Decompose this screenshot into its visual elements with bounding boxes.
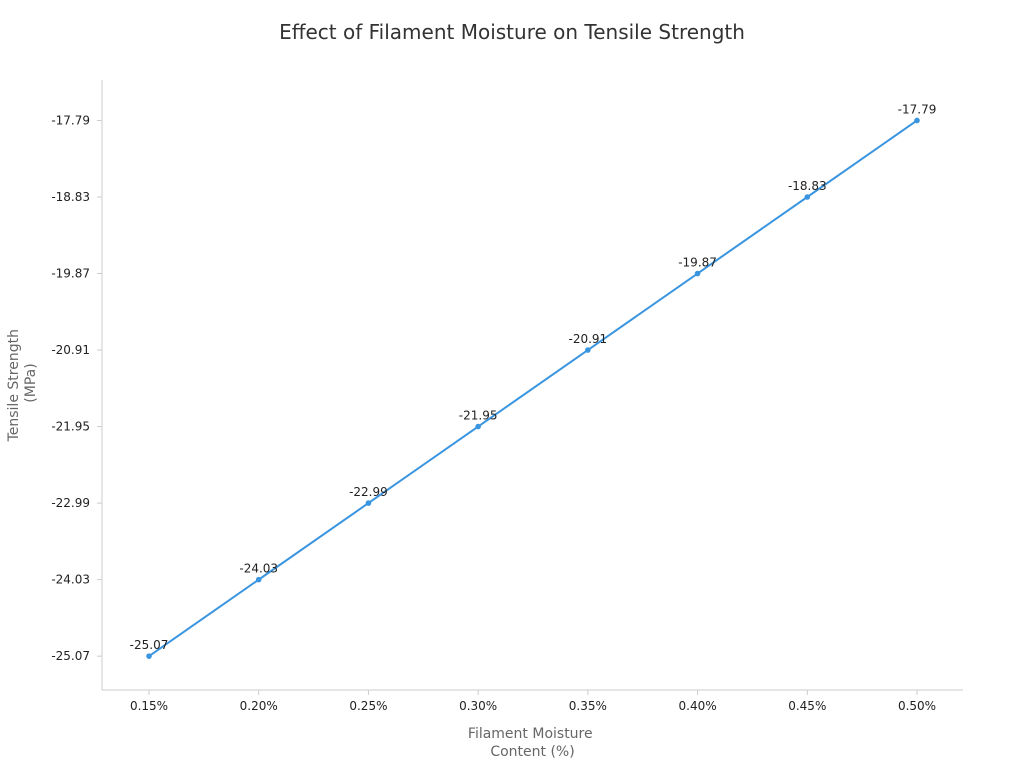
x-tick-label: 0.40% [679,699,717,713]
x-axis-title-line-2: Content (%) [490,744,574,760]
y-tick-label: -19.87 [51,267,90,281]
y-tick-label: -24.03 [51,573,90,587]
x-tick-label: 0.25% [349,699,387,713]
y-tick-label: -17.79 [51,113,90,127]
data-label: -21.95 [459,409,498,423]
x-tick-label: 0.35% [569,699,607,713]
data-label: -18.83 [788,179,827,193]
data-label: -22.99 [349,485,388,499]
x-axis-title-line-1: Filament Moisture [468,726,593,742]
y-tick-label: -20.91 [51,343,90,357]
y-axis-title: Tensile Strength (MPa) [6,325,39,443]
x-tick-label: 0.20% [240,699,278,713]
data-point [804,194,811,200]
y-tick-label: -22.99 [51,496,90,510]
x-ticks: 0.15% 0.20% 0.25% 0.30% 0.35% 0.40% 0.45% 0.50% [130,690,936,713]
data-label: -20.91 [569,332,608,346]
x-axis-title: Filament Moisture Content (%) [468,726,597,760]
data-point [694,270,701,277]
x-tick-label: 0.50% [898,699,936,713]
data-label: -19.87 [678,256,717,270]
data-point [475,423,481,430]
series-line [148,119,918,657]
data-label: -24.03 [239,562,278,576]
data-point [585,347,591,353]
chart-title: Effect of Filament Moisture on Tensile S… [279,20,745,44]
y-ticks: -25.07 -24.03 -22.99 -21.95 -20.91 -19.87 -18.… [51,113,102,663]
y-tick-label: -25.07 [51,649,90,663]
x-tick-label: 0.15% [130,699,168,713]
y-tick-label: -18.83 [51,190,90,204]
data-label: -17.79 [898,102,937,116]
axes [101,80,963,691]
data-point [255,576,262,583]
x-tick-label: 0.45% [788,699,826,713]
series: -25.07 -24.03 -22.99 -21.95 -20.91 -19.87 -18.… [130,102,937,659]
x-tick-label: 0.30% [459,699,497,713]
data-point [914,117,920,124]
data-point [146,653,152,659]
data-label: -25.07 [130,638,169,652]
y-axis-title-line-1: Tensile Strength [6,329,22,442]
y-tick-label: -21.95 [51,420,90,434]
data-point [365,500,372,506]
y-axis-title-line-2: (MPa) [23,363,39,402]
